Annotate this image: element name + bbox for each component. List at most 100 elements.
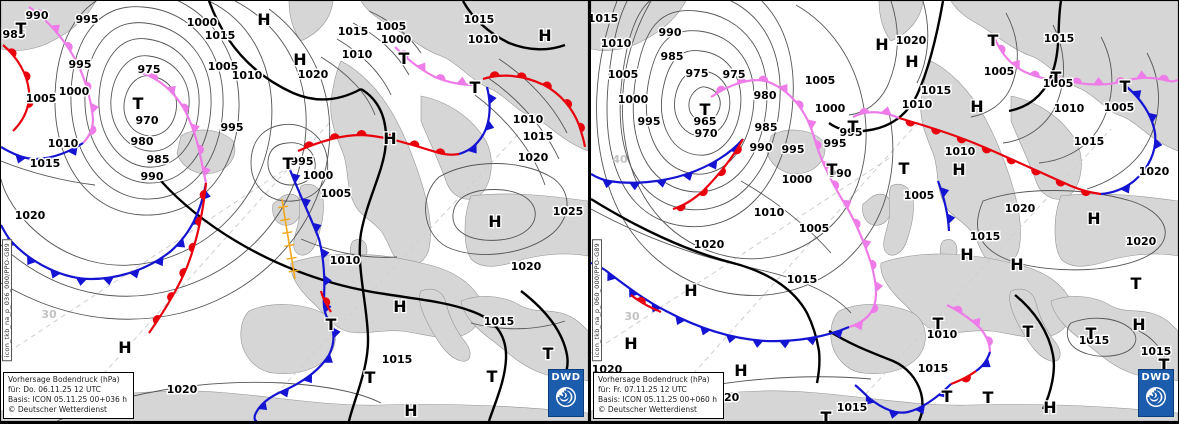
svg-text:1010: 1010 bbox=[945, 145, 976, 158]
svg-text:990: 990 bbox=[829, 167, 852, 180]
svg-text:1020: 1020 bbox=[896, 34, 927, 47]
svg-text:H: H bbox=[952, 160, 965, 179]
svg-text:H: H bbox=[118, 338, 131, 357]
svg-text:970: 970 bbox=[136, 114, 159, 127]
graticule-layer bbox=[1, 120, 522, 421]
svg-text:995: 995 bbox=[638, 115, 661, 128]
legend-model-basis: Basis: ICON 05.11.25 00+060 h bbox=[598, 394, 717, 404]
svg-text:H: H bbox=[404, 401, 417, 420]
svg-text:T: T bbox=[1023, 322, 1034, 341]
svg-text:T: T bbox=[326, 315, 337, 334]
svg-text:1015: 1015 bbox=[787, 273, 818, 286]
svg-text:980: 980 bbox=[754, 89, 777, 102]
svg-text:990: 990 bbox=[141, 170, 164, 183]
svg-text:T: T bbox=[133, 94, 144, 113]
svg-text:40: 40 bbox=[612, 153, 628, 166]
svg-text:1020: 1020 bbox=[167, 383, 198, 396]
dwd-logo-text: DWD bbox=[1141, 372, 1171, 383]
svg-text:1015: 1015 bbox=[918, 362, 949, 375]
svg-text:1010: 1010 bbox=[513, 113, 544, 126]
svg-text:T: T bbox=[1086, 324, 1097, 343]
legend-valid-time: für: Do. 06.11.25 12 UTC bbox=[8, 384, 101, 394]
svg-text:H: H bbox=[960, 245, 973, 264]
svg-text:T: T bbox=[827, 160, 838, 179]
svg-text:T: T bbox=[933, 314, 944, 333]
svg-text:T: T bbox=[942, 387, 953, 406]
dwd-logo: DWD bbox=[548, 369, 584, 417]
svg-text:985: 985 bbox=[755, 121, 778, 134]
svg-text:1020: 1020 bbox=[511, 260, 542, 273]
front-layer bbox=[591, 38, 1178, 419]
svg-text:1020: 1020 bbox=[694, 238, 725, 251]
svg-text:1015: 1015 bbox=[591, 12, 618, 25]
svg-text:1010: 1010 bbox=[601, 37, 632, 50]
svg-text:1020: 1020 bbox=[15, 209, 46, 222]
svg-text:30: 30 bbox=[41, 308, 57, 321]
svg-text:975: 975 bbox=[138, 63, 161, 76]
svg-text:1015: 1015 bbox=[1044, 32, 1075, 45]
svg-text:T: T bbox=[1131, 274, 1142, 293]
graticule-layer bbox=[591, 118, 1112, 421]
dwd-logo-text: DWD bbox=[551, 372, 581, 383]
isobar-layer bbox=[591, 1, 1166, 421]
svg-text:985: 985 bbox=[147, 153, 170, 166]
svg-text:1005: 1005 bbox=[376, 20, 407, 33]
svg-text:H: H bbox=[293, 50, 306, 69]
svg-text:1010: 1010 bbox=[754, 206, 785, 219]
legend-copyright: © Deutscher Wetterdienst bbox=[598, 404, 697, 414]
svg-text:995: 995 bbox=[824, 137, 847, 150]
svg-text:1025: 1025 bbox=[553, 205, 584, 218]
legend-box: Vorhersage Bodendruck (hPa) für: Do. 06.… bbox=[3, 371, 134, 419]
svg-text:30: 30 bbox=[624, 310, 640, 323]
svg-text:1000: 1000 bbox=[303, 169, 334, 182]
front-layer bbox=[1, 6, 587, 421]
svg-text:H: H bbox=[970, 97, 983, 116]
svg-text:1005: 1005 bbox=[608, 68, 639, 81]
legend-copyright: © Deutscher Wetterdienst bbox=[8, 404, 107, 414]
legend-title: Vorhersage Bodendruck (hPa) bbox=[8, 374, 120, 384]
svg-text:1005: 1005 bbox=[208, 60, 239, 73]
svg-text:1015: 1015 bbox=[837, 401, 868, 414]
svg-text:990: 990 bbox=[659, 26, 682, 39]
product-id-label: icon_tkb_na_p_036_000/PPO-G89 bbox=[2, 239, 12, 362]
svg-text:1010: 1010 bbox=[48, 137, 79, 150]
dwd-logo: DWD bbox=[1138, 369, 1174, 417]
svg-text:1015: 1015 bbox=[338, 25, 369, 38]
svg-text:H: H bbox=[257, 10, 270, 29]
svg-text:H: H bbox=[624, 334, 637, 353]
svg-text:995: 995 bbox=[291, 155, 314, 168]
svg-text:T: T bbox=[470, 78, 481, 97]
forecast-panel-left: 990 985 995 1000 1015 995 975 1005 1010 1000 1005 9… bbox=[1, 1, 588, 421]
svg-text:T: T bbox=[983, 388, 994, 407]
svg-text:1005: 1005 bbox=[1104, 101, 1135, 114]
svg-text:H: H bbox=[488, 212, 501, 231]
svg-text:1020: 1020 bbox=[1126, 235, 1157, 248]
svg-text:H: H bbox=[875, 35, 888, 54]
svg-text:995: 995 bbox=[782, 143, 805, 156]
legend-title: Vorhersage Bodendruck (hPa) bbox=[598, 374, 710, 384]
svg-text:1020: 1020 bbox=[1139, 165, 1170, 178]
svg-text:1015: 1015 bbox=[1141, 345, 1172, 358]
isobar-layer bbox=[1, 1, 569, 421]
svg-text:995: 995 bbox=[221, 121, 244, 134]
svg-text:995: 995 bbox=[840, 126, 863, 139]
svg-text:975: 975 bbox=[723, 68, 746, 81]
svg-text:T: T bbox=[16, 19, 27, 38]
svg-text:1010: 1010 bbox=[902, 98, 933, 111]
svg-text:1005: 1005 bbox=[321, 187, 352, 200]
svg-text:1020: 1020 bbox=[518, 151, 549, 164]
svg-text:1015: 1015 bbox=[523, 130, 554, 143]
forecast-panel-right: 1015 990 1010 985 1005 975 975 1000 965 970 980 995… bbox=[591, 1, 1178, 421]
svg-text:H: H bbox=[538, 26, 551, 45]
svg-text:1020: 1020 bbox=[1005, 202, 1036, 215]
svg-text:H: H bbox=[1010, 255, 1023, 274]
svg-text:1005: 1005 bbox=[26, 92, 57, 105]
svg-text:H: H bbox=[383, 129, 396, 148]
svg-text:T: T bbox=[700, 100, 711, 119]
svg-text:1015: 1015 bbox=[1074, 135, 1105, 148]
svg-text:H: H bbox=[1043, 398, 1056, 417]
svg-text:H: H bbox=[393, 297, 406, 316]
